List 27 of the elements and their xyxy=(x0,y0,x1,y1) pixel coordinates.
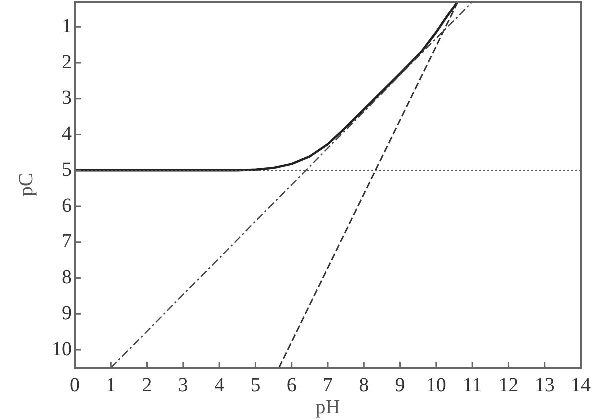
y-tick-label: 9 xyxy=(62,302,72,324)
x-tick-label: 0 xyxy=(70,374,80,396)
x-tick-label: 13 xyxy=(534,374,555,396)
y-tick-label: 7 xyxy=(62,230,72,253)
x-tick-label: 7 xyxy=(323,374,333,396)
x-tick-label: 3 xyxy=(178,374,188,396)
x-tick-label: 1 xyxy=(106,374,116,396)
x-tick-label: 11 xyxy=(462,374,482,396)
x-tick-label: 12 xyxy=(498,374,519,396)
x-tick-label: 5 xyxy=(250,374,261,396)
x-tick-label: 2 xyxy=(142,374,152,396)
y-axis-title: pC xyxy=(15,173,38,197)
y-tick-label: 8 xyxy=(62,266,72,289)
x-tick-label: 6 xyxy=(286,374,297,396)
y-tick-label: 4 xyxy=(62,123,72,146)
y-tick-label: 2 xyxy=(62,51,72,74)
y-tick-label: 5 xyxy=(62,158,72,181)
x-axis-title: pH xyxy=(316,396,340,418)
x-tick-label: 8 xyxy=(359,374,370,396)
x-tick-label: 9 xyxy=(395,374,406,396)
y-tick-label: 1 xyxy=(62,15,72,38)
y-tick-label: 3 xyxy=(62,87,72,110)
x-tick-label: 4 xyxy=(214,374,225,396)
y-tick-label: 10 xyxy=(52,338,72,360)
y-tick-label: 6 xyxy=(62,194,72,217)
x-tick-label: 10 xyxy=(426,374,446,396)
x-tick-label: 14 xyxy=(571,374,591,396)
